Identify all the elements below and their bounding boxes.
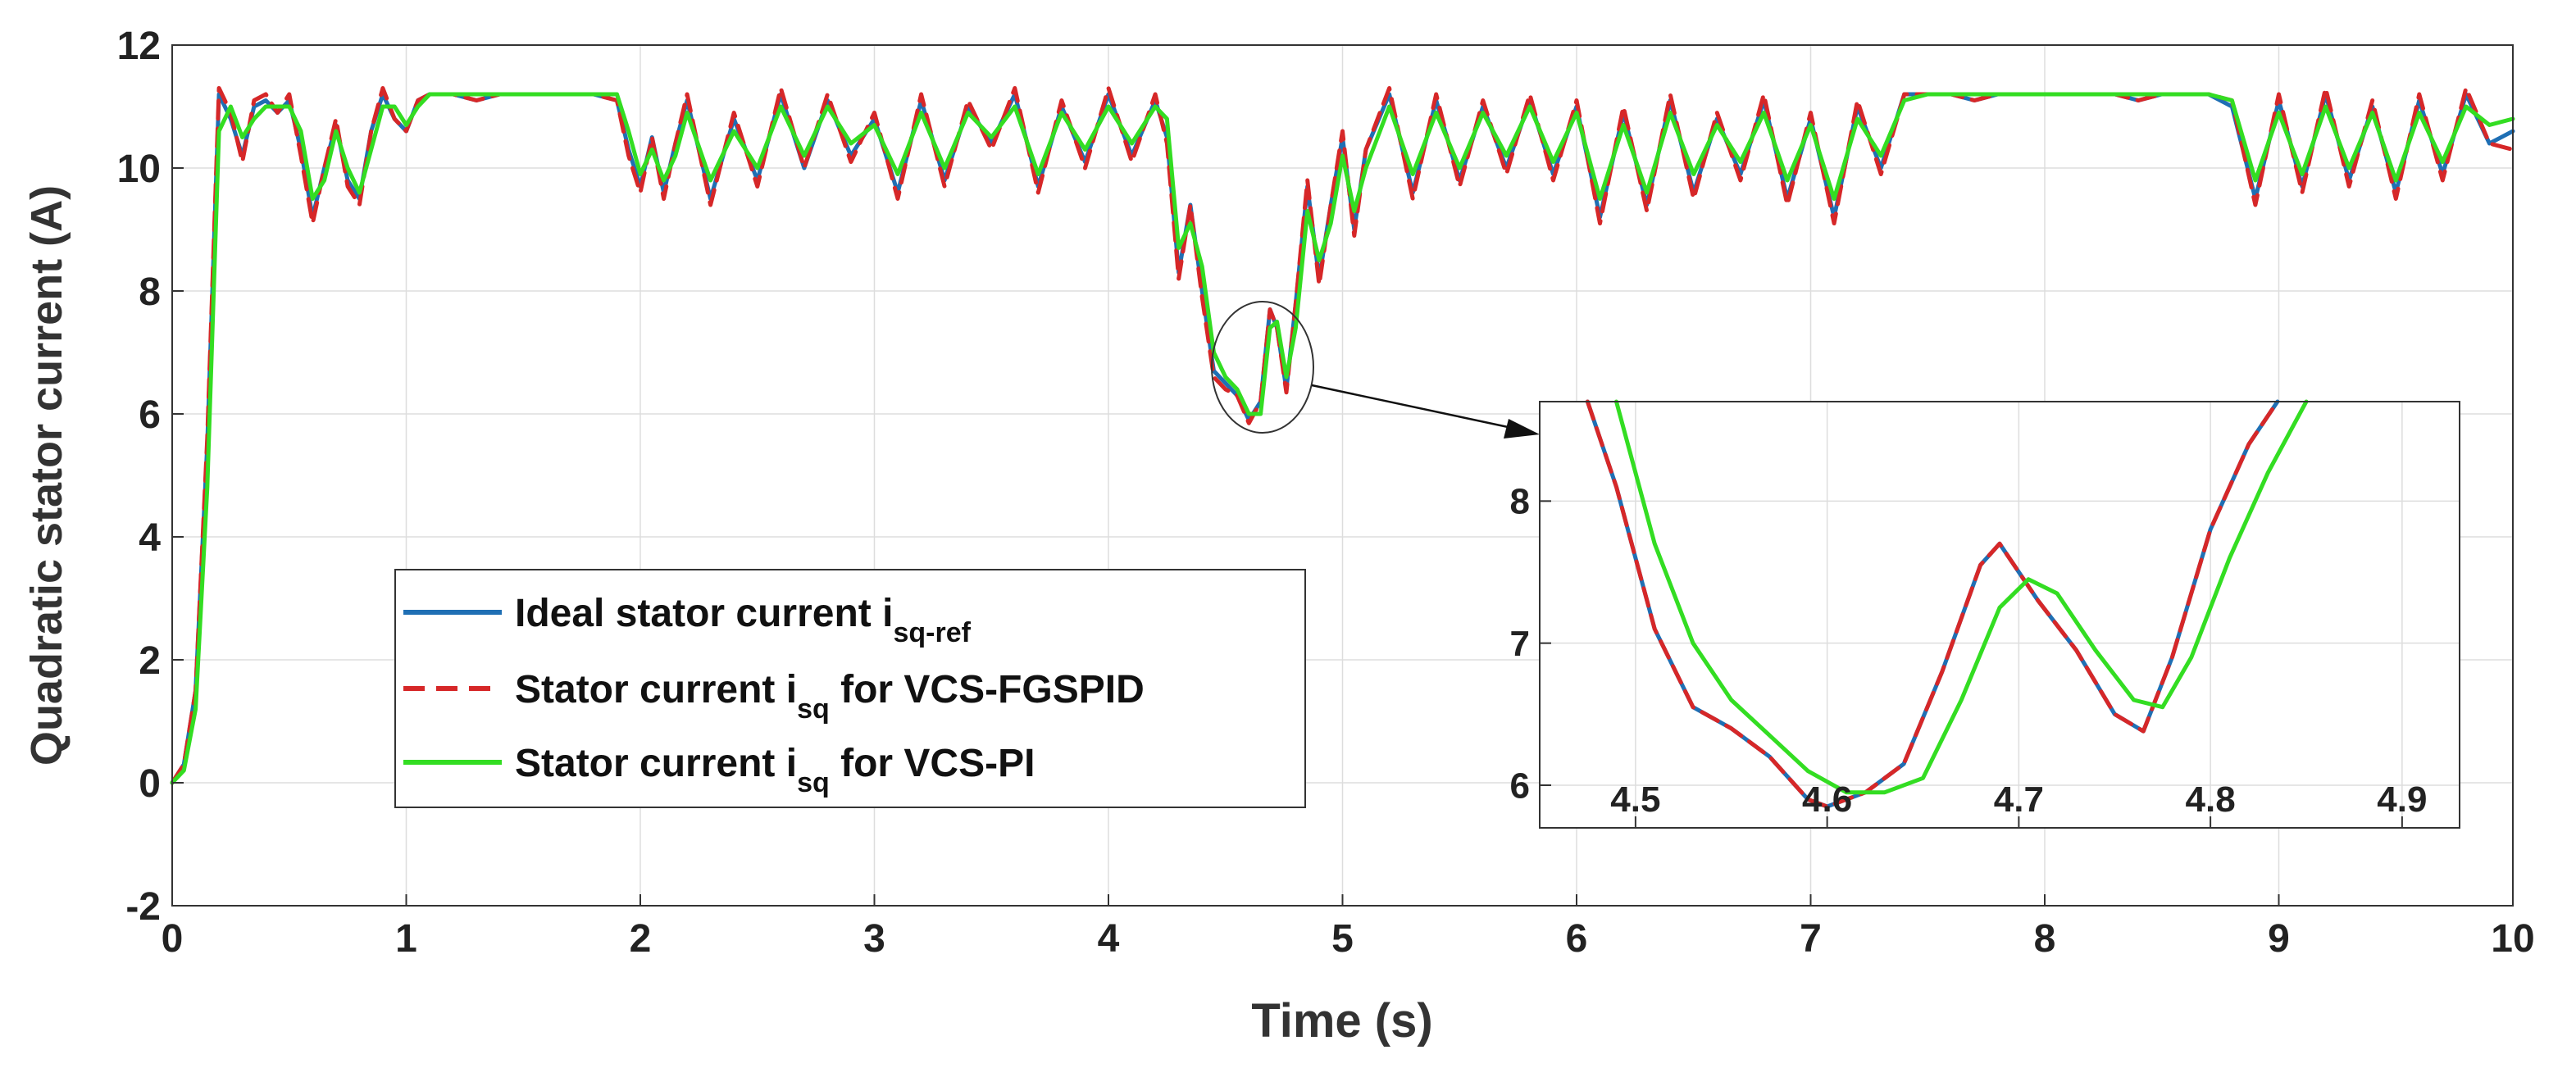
zoom-arrow-head	[1504, 419, 1540, 439]
main-x-tick-label: 0	[162, 917, 184, 961]
main-y-tick-label: 8	[139, 270, 161, 314]
legend-label-pi: Stator current isq for VCS-PI	[515, 742, 1035, 798]
legend-label-ideal: Ideal stator current isq-ref	[515, 592, 972, 648]
inset-frame	[1539, 401, 2460, 829]
inset-background	[1540, 402, 2460, 828]
legend: Ideal stator current isq-ref Stator curr…	[394, 569, 1306, 808]
main-x-tick-label: 7	[1800, 917, 1822, 961]
main-y-tick-label: -2	[125, 885, 161, 929]
inset-series-line-1	[1585, 399, 2280, 809]
inset-x-tick-label: 4.8	[2186, 779, 2236, 820]
main-x-tick-label: 4	[1098, 917, 1120, 961]
main-y-tick-label: 12	[117, 25, 161, 68]
main-x-tick-label: 3	[863, 917, 885, 961]
main-y-tick-label: 0	[139, 762, 161, 806]
inset-x-tick-label: 4.9	[2377, 779, 2427, 820]
main-x-tick-label: 10	[2491, 917, 2534, 961]
main-y-tick-label: 2	[139, 639, 161, 683]
inset-plot: 4.5 4.6 4.7 4.8 4.9 6 7 8	[1510, 399, 2460, 829]
inset-x-tick-label: 4.7	[1994, 779, 2044, 820]
inset-series-line-2	[1614, 399, 2309, 795]
legend-box	[394, 569, 1306, 808]
inset-x-tick-label: 4.5	[1610, 779, 1660, 820]
inset-y-tick-label: 6	[1510, 766, 1530, 806]
inset-ticks: 4.5 4.6 4.7 4.8 4.9 6 7 8	[1510, 482, 2427, 828]
main-x-tick-label: 8	[2034, 917, 2056, 961]
inset-y-tick-label: 8	[1510, 482, 1530, 522]
legend-label-fgspid: Stator current isq for VCS-FGSPID	[515, 668, 1145, 725]
inset-x-tick-label: 4.6	[1802, 779, 1852, 820]
main-x-tick-label: 2	[630, 917, 652, 961]
inset-y-tick-label: 7	[1510, 624, 1530, 664]
y-axis-title: Quadratic stator current (A)	[22, 185, 71, 766]
zoom-arrow-line	[1311, 384, 1524, 432]
main-y-tick-label: 10	[117, 148, 161, 191]
x-axis-title: Time (s)	[1251, 994, 1432, 1048]
main-x-tick-label: 1	[395, 917, 417, 961]
main-series-line-2	[170, 92, 2515, 785]
inset-series	[1585, 399, 2309, 809]
main-y-tick-label: 6	[139, 393, 161, 437]
main-x-tick-label: 9	[2268, 917, 2290, 961]
main-series	[170, 86, 2515, 785]
zoom-highlight-ellipse	[1211, 301, 1314, 434]
main-y-tick-label: 4	[139, 516, 161, 560]
main-x-tick-label: 6	[1566, 917, 1588, 961]
main-x-tick-label: 5	[1331, 917, 1354, 961]
